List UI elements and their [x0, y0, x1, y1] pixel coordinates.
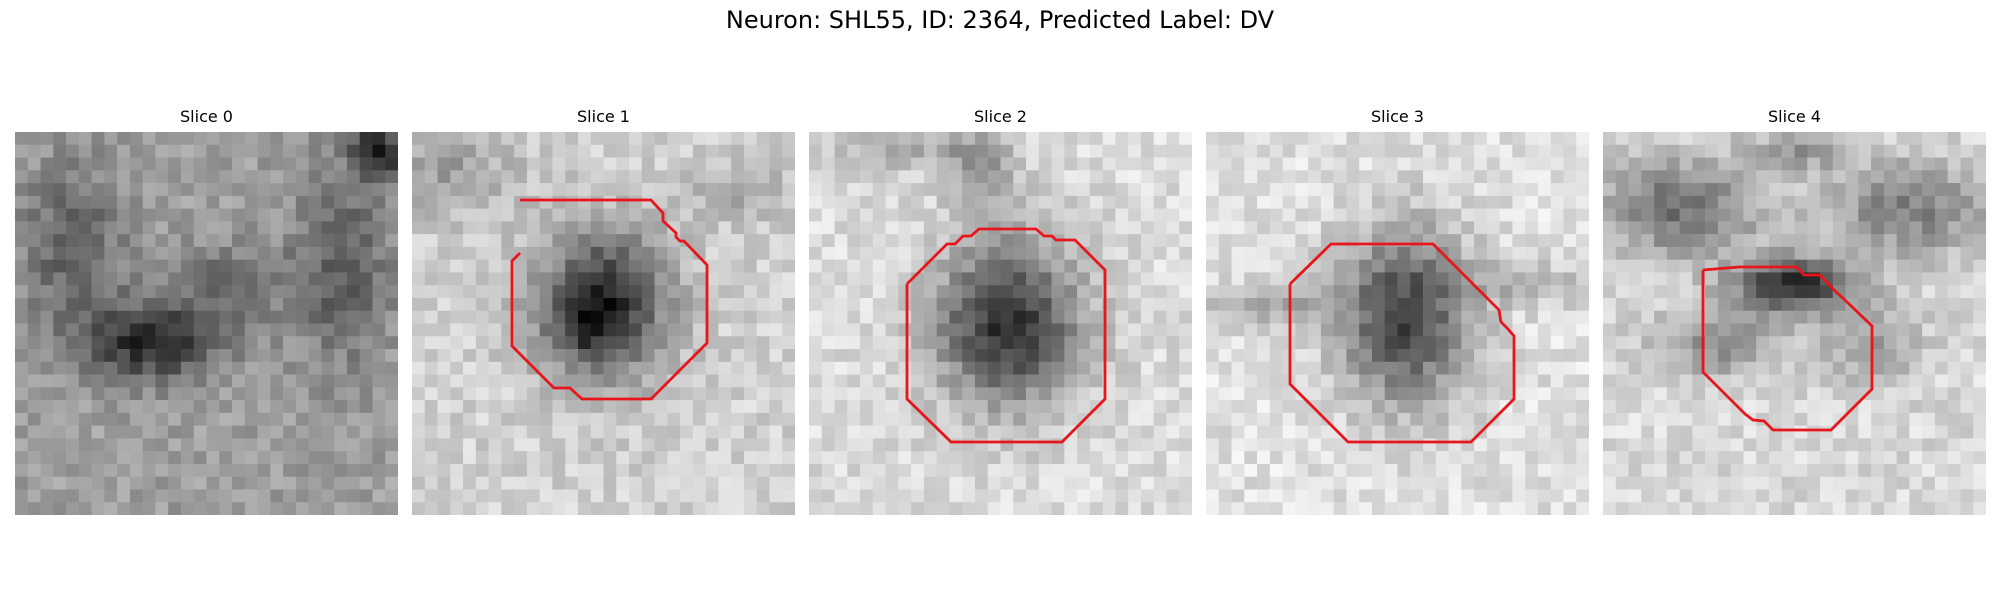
- segmentation-contour-3: [1288, 242, 1516, 444]
- slice-image-4: [1603, 132, 1986, 515]
- slice-title-4: Slice 4: [1768, 107, 1821, 126]
- slice-panel-0: Slice 0: [15, 105, 398, 515]
- slice-image-1: [412, 132, 795, 515]
- figure-title: Neuron: SHL55, ID: 2364, Predicted Label…: [725, 6, 1275, 34]
- segmentation-contour-1: [510, 198, 709, 401]
- pixel-grid-0: [15, 132, 398, 515]
- slice-panel-4: Slice 4: [1603, 105, 1986, 515]
- slice-panel-3: Slice 3: [1206, 105, 1589, 515]
- segmentation-contour-4: [1701, 265, 1874, 432]
- slice-image-0: [15, 132, 398, 515]
- slice-image-3: [1206, 132, 1589, 515]
- pixel-grid-2: [809, 132, 1192, 515]
- slice-panel-1: Slice 1: [412, 105, 795, 515]
- slice-title-2: Slice 2: [974, 107, 1027, 126]
- pixel-grid-3: [1206, 132, 1589, 515]
- segmentation-contour-2: [905, 227, 1107, 444]
- pixel-grid-1: [412, 132, 795, 515]
- pixel-grid-4: [1603, 132, 1986, 515]
- slice-title-0: Slice 0: [180, 107, 233, 126]
- slice-title-3: Slice 3: [1371, 107, 1424, 126]
- slice-panel-2: Slice 2: [809, 105, 1192, 515]
- slice-image-2: [809, 132, 1192, 515]
- slice-title-1: Slice 1: [577, 107, 630, 126]
